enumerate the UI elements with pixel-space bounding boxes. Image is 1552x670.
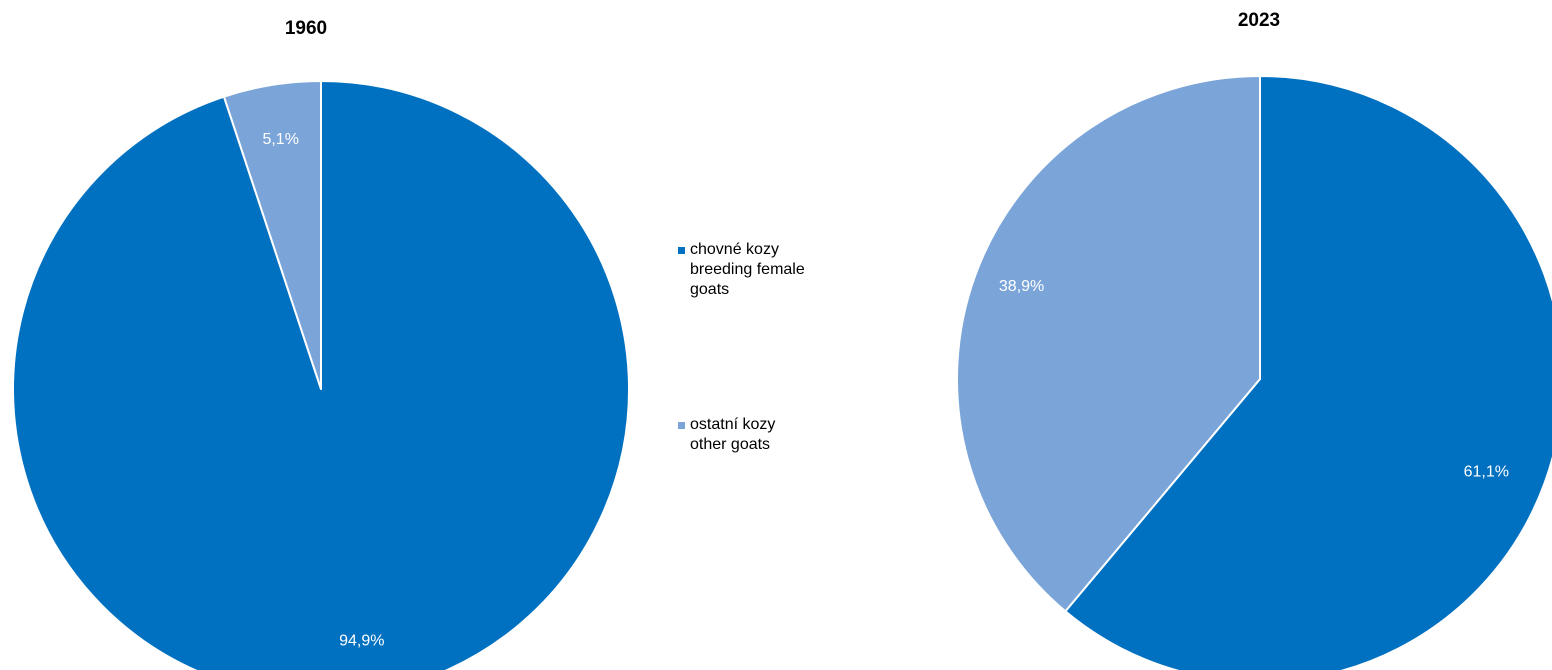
data-label-1960-other-goats: 5,1% (262, 131, 298, 148)
data-label-2023-breeding-female-goats: 61,1% (1464, 463, 1509, 480)
data-label-2023-other-goats: 38,9% (999, 278, 1044, 295)
pie-chart-2023: 61,1% 38,9% (956, 75, 1552, 670)
chart-title-1960: 1960 (284, 18, 328, 39)
legend-label-other-goats: ostatní kozy other goats (690, 415, 775, 455)
pie-slice-2023-breeding-female-goats (1064, 75, 1552, 670)
legend-swatch-breeding-female-goats (678, 247, 685, 254)
legend-item-other-goats: ostatní kozy other goats (678, 415, 805, 455)
legend-line: goats (690, 281, 730, 298)
pie-chart-1960: 94,9% 5,1% (12, 80, 630, 670)
legend-swatch-other-goats (678, 422, 685, 429)
legend-line: other goats (690, 436, 771, 453)
pie-slice-2023-other-goats (956, 75, 1261, 613)
legend-label-breeding-female-goats: chovné kozy breeding female goats (690, 240, 805, 300)
chart-title-2023: 2023 (1237, 10, 1281, 31)
legend-item-breeding-female-goats: chovné kozy breeding female goats (678, 240, 805, 300)
data-label-1960-breeding-female-goats: 94,9% (339, 633, 384, 650)
legend-line: ostatní kozy (690, 416, 776, 433)
pie-slice-1960-other-goats (222, 80, 322, 390)
legend: chovné kozy breeding female goats ostatn… (678, 240, 805, 455)
legend-line: breeding female (690, 261, 805, 278)
legend-line: chovné kozy (690, 241, 779, 258)
